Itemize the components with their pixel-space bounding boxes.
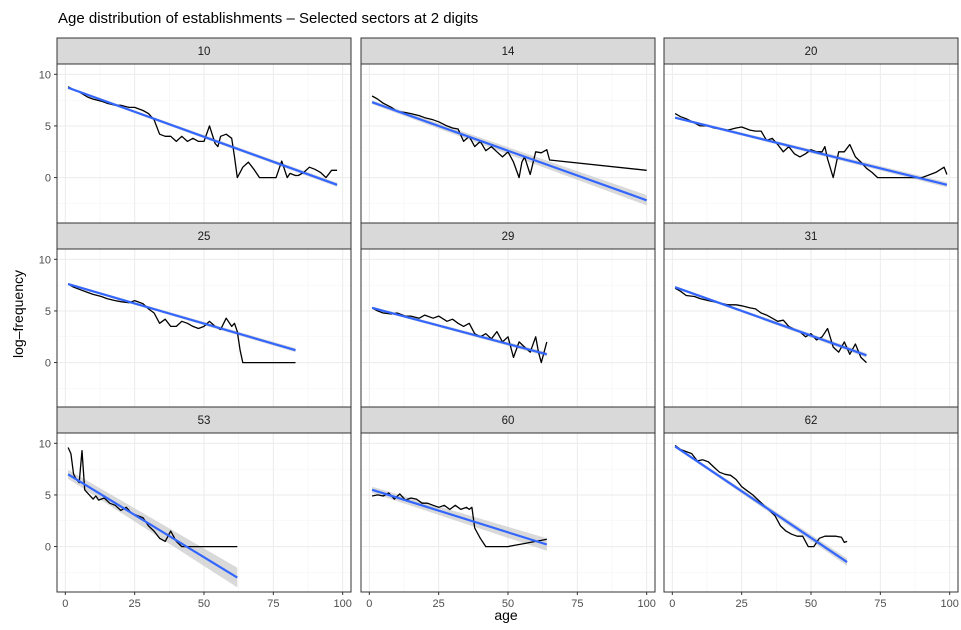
chart-title: Age distribution of establishments – Sel… xyxy=(58,10,478,27)
fit-line xyxy=(674,286,867,357)
facet-strip-label: 31 xyxy=(805,231,818,243)
x-tick-label: 75 xyxy=(874,598,886,610)
y-tick-label: 5 xyxy=(45,121,51,133)
x-axis-title: age xyxy=(494,607,518,623)
x-tick-label: 0 xyxy=(366,598,372,610)
facet-strip xyxy=(56,37,352,65)
facet-strip-label: 62 xyxy=(805,415,818,427)
facet-strip xyxy=(360,222,656,250)
x-tick-label: 25 xyxy=(736,598,748,610)
y-tick-label: 10 xyxy=(39,254,51,266)
observed-line xyxy=(674,287,867,364)
facet-strip xyxy=(663,37,959,65)
facet-strip xyxy=(360,37,656,65)
facet-strip-label: 14 xyxy=(502,46,515,58)
x-tick-label: 50 xyxy=(805,598,817,610)
fit-line xyxy=(67,283,296,352)
fit-line xyxy=(371,101,648,202)
observed-line xyxy=(67,283,296,364)
x-tick-label: 0 xyxy=(669,598,675,610)
facet-strip-label: 60 xyxy=(502,415,515,427)
facet-panel: 62 0 25 50 75 100 xyxy=(663,406,959,610)
fit-line xyxy=(371,306,548,356)
x-tick-label: 0 xyxy=(62,598,68,610)
facet-panel: 60 0 25 50 75 100 xyxy=(360,406,656,610)
facet-strip-label: 10 xyxy=(198,46,211,58)
facet-panel: 14 xyxy=(360,37,656,224)
fit-line xyxy=(67,473,238,579)
y-tick-label: 5 xyxy=(45,306,51,318)
facet-panel: 29 xyxy=(360,222,656,409)
x-tick-label: 50 xyxy=(198,598,210,610)
x-tick-label: 25 xyxy=(129,598,141,610)
y-tick-label: 0 xyxy=(45,542,51,554)
facet-strip-label: 25 xyxy=(198,231,211,243)
y-tick-label: 0 xyxy=(45,173,51,185)
fit-line xyxy=(674,445,848,563)
facet-panel: 25 0 5 10 xyxy=(39,222,352,409)
x-tick-label: 50 xyxy=(502,598,514,610)
facet-strip xyxy=(663,406,959,434)
x-tick-label: 75 xyxy=(267,598,279,610)
x-tick-label: 100 xyxy=(637,598,655,610)
x-tick-label: 25 xyxy=(433,598,445,610)
observed-line xyxy=(371,95,647,179)
facet-strip-label: 20 xyxy=(805,46,818,58)
facet-strip xyxy=(56,406,352,434)
facet-strip-label: 29 xyxy=(502,231,515,243)
observed-line xyxy=(371,492,547,548)
facet-strip-label: 53 xyxy=(198,415,211,427)
x-tick-label: 100 xyxy=(940,598,958,610)
x-tick-label: 75 xyxy=(571,598,583,610)
y-tick-label: 0 xyxy=(45,358,51,370)
x-tick-label: 100 xyxy=(333,598,351,610)
fit-line xyxy=(371,488,548,546)
y-tick-label: 5 xyxy=(45,490,51,502)
fit-line xyxy=(674,116,948,186)
y-tick-label: 10 xyxy=(39,69,51,81)
facet-panel: 20 xyxy=(663,37,959,224)
facet-panel: 10 0 5 10 xyxy=(39,37,352,224)
facet-panel: 31 xyxy=(663,222,959,409)
y-axis-title: log–frequency xyxy=(10,270,26,358)
facet-strip xyxy=(56,222,352,250)
y-tick-label: 10 xyxy=(39,438,51,450)
fit-line xyxy=(67,86,338,186)
